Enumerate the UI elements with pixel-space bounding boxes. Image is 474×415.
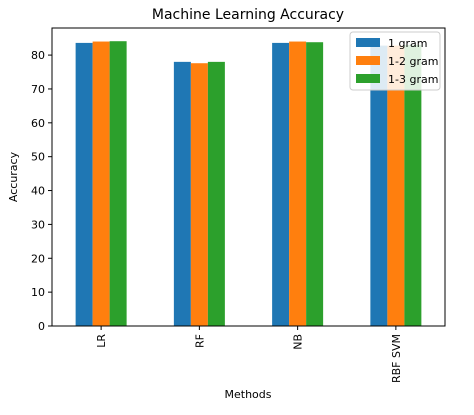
bar bbox=[404, 44, 422, 326]
bar bbox=[75, 42, 93, 327]
legend-swatch bbox=[356, 74, 380, 83]
y-tick-label: 60 bbox=[31, 117, 45, 130]
bar bbox=[289, 41, 307, 326]
y-axis-label: Accuracy bbox=[7, 151, 20, 202]
x-tick-label: RBF SVM bbox=[390, 334, 403, 383]
bar bbox=[387, 45, 405, 326]
legend-swatch bbox=[356, 56, 380, 65]
y-tick-label: 20 bbox=[31, 252, 45, 265]
chart-title: Machine Learning Accuracy bbox=[152, 7, 344, 23]
bar bbox=[370, 45, 388, 326]
bar bbox=[207, 61, 225, 326]
bar bbox=[190, 63, 208, 327]
bar bbox=[109, 41, 127, 326]
y-tick-label: 70 bbox=[31, 83, 45, 96]
y-tick-label: 10 bbox=[31, 286, 45, 299]
y-tick-label: 80 bbox=[31, 49, 45, 62]
plot-area: 0 10 20 30 40 50 60 70 80 LR RF NB RBF SVM bbox=[31, 41, 422, 383]
legend-label: 1 gram bbox=[388, 37, 427, 50]
legend-label: 1-2 gram bbox=[388, 55, 438, 68]
bar bbox=[272, 42, 290, 327]
x-tick-label: NB bbox=[292, 334, 305, 350]
x-tick-label: LR bbox=[95, 334, 108, 348]
legend-swatch bbox=[356, 38, 380, 47]
x-tick-label: RF bbox=[193, 334, 206, 348]
y-tick-label: 0 bbox=[38, 320, 45, 333]
bar bbox=[173, 61, 191, 326]
bar bbox=[306, 42, 324, 327]
y-tick-label: 30 bbox=[31, 218, 45, 231]
y-tick-label: 50 bbox=[31, 151, 45, 164]
legend: 1 gram 1-2 gram 1-3 gram bbox=[349, 31, 441, 91]
bar bbox=[92, 41, 110, 326]
x-axis-label: Methods bbox=[225, 388, 272, 401]
y-tick-label: 40 bbox=[31, 185, 45, 198]
legend-label: 1-3 gram bbox=[388, 73, 438, 86]
axes-frame bbox=[51, 27, 446, 327]
